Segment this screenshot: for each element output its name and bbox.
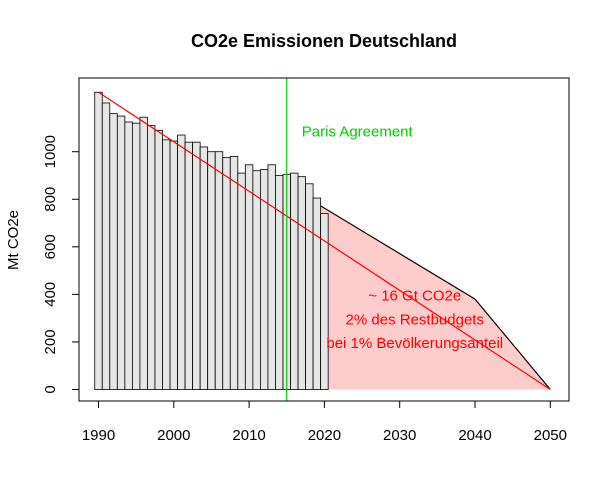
emission-bar-1990	[94, 91, 103, 390]
emission-bar-2002	[184, 141, 194, 390]
emission-bar-2008	[229, 156, 239, 390]
x-tick-label-2030: 2030	[383, 427, 416, 444]
emission-bar-2017	[297, 176, 306, 390]
plot-frame	[78, 77, 570, 402]
y-tick-label-1000: 1000	[42, 135, 59, 168]
emission-bar-2018	[305, 183, 314, 390]
emission-bar-2020	[320, 213, 329, 390]
linear-reduction-line	[98, 91, 551, 391]
chart-title: CO2e Emissionen Deutschland	[191, 31, 457, 51]
emission-bar-2011	[252, 170, 261, 390]
x-tick-label-2000: 2000	[157, 427, 190, 444]
emission-bar-2009	[237, 172, 246, 390]
emission-bar-1992	[109, 113, 118, 390]
y-tick-label-600: 600	[42, 234, 59, 259]
budget-area-outline	[301, 193, 551, 390]
emission-bar-1993	[116, 115, 126, 390]
budget-layer	[301, 193, 551, 390]
budget-area	[301, 194, 551, 390]
emission-bar-2001	[177, 134, 186, 390]
emission-bar-2019	[312, 197, 322, 390]
lines-layer	[98, 78, 551, 401]
y-axis-label: Mt CO2e	[5, 210, 22, 270]
axes-layer: 1990 2000 2010 2020 2030 2040 2050 0 200 400 600 80…	[42, 135, 567, 444]
emission-bar-2014	[275, 175, 284, 390]
budget-annotation-line-1: ~ 16 Gt CO2e	[368, 288, 461, 305]
emission-bar-2007	[222, 157, 231, 390]
emission-bar-2003	[192, 141, 201, 390]
y-tick-label-0: 0	[42, 385, 59, 393]
emission-bar-2000	[169, 140, 178, 390]
x-tick-label-1990: 1990	[82, 427, 115, 444]
emission-bar-1996	[139, 116, 148, 390]
bars-layer	[94, 91, 329, 390]
x-tick-label-2050: 2050	[534, 427, 567, 444]
paris-agreement-label: Paris Agreement	[302, 123, 414, 140]
emission-bar-1995	[131, 122, 141, 390]
emission-bar-2016	[290, 172, 299, 390]
emission-bar-1997	[147, 125, 156, 390]
emission-bar-2013	[267, 164, 276, 390]
y-tick-label-400: 400	[42, 282, 59, 307]
annotation-layer: Paris Agreement ~ 16 Gt CO2e 2% des Rest…	[302, 123, 503, 352]
x-tick-label-2040: 2040	[458, 427, 491, 444]
x-tick-label-2010: 2010	[232, 427, 265, 444]
emission-bar-1999	[162, 139, 171, 390]
emission-bar-2010	[244, 164, 254, 390]
x-tick-label-2020: 2020	[308, 427, 341, 444]
y-tick-label-800: 800	[42, 187, 59, 212]
budget-annotation-line-3: bei 1% Bevölkerungsanteil	[326, 335, 503, 352]
emission-bar-2006	[214, 151, 224, 390]
emission-bar-1991	[101, 102, 111, 390]
emission-bar-1998	[154, 129, 163, 390]
emission-bar-2004	[199, 146, 209, 390]
y-tick-label-200: 200	[42, 329, 59, 354]
emission-bar-1994	[124, 121, 133, 390]
emission-bar-2005	[207, 151, 216, 390]
budget-annotation-line-2: 2% des Restbudgets	[346, 311, 484, 328]
